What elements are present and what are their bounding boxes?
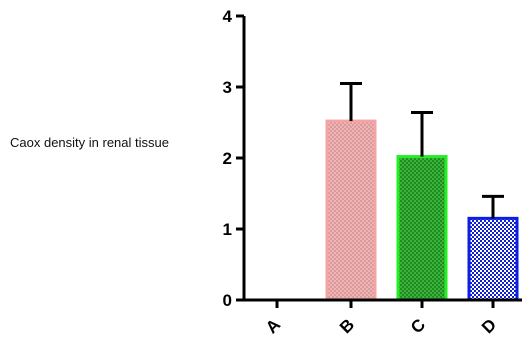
x-tick-label-A: A [262, 315, 284, 337]
bar-B [325, 119, 377, 302]
x-tick-label-D: D [478, 315, 500, 337]
y-tick-label: 0 [223, 291, 232, 310]
bar-D [467, 216, 519, 302]
y-tick-label: 1 [223, 220, 232, 239]
x-tick-label-B: B [336, 315, 358, 337]
x-tick-label-C: C [407, 315, 429, 337]
bar-C [396, 155, 448, 302]
y-axis-label: Caox density in renal tissue [10, 135, 169, 150]
y-tick-label: 3 [223, 78, 232, 97]
y-tick-label: 4 [223, 7, 233, 26]
y-tick-label: 2 [223, 149, 232, 168]
